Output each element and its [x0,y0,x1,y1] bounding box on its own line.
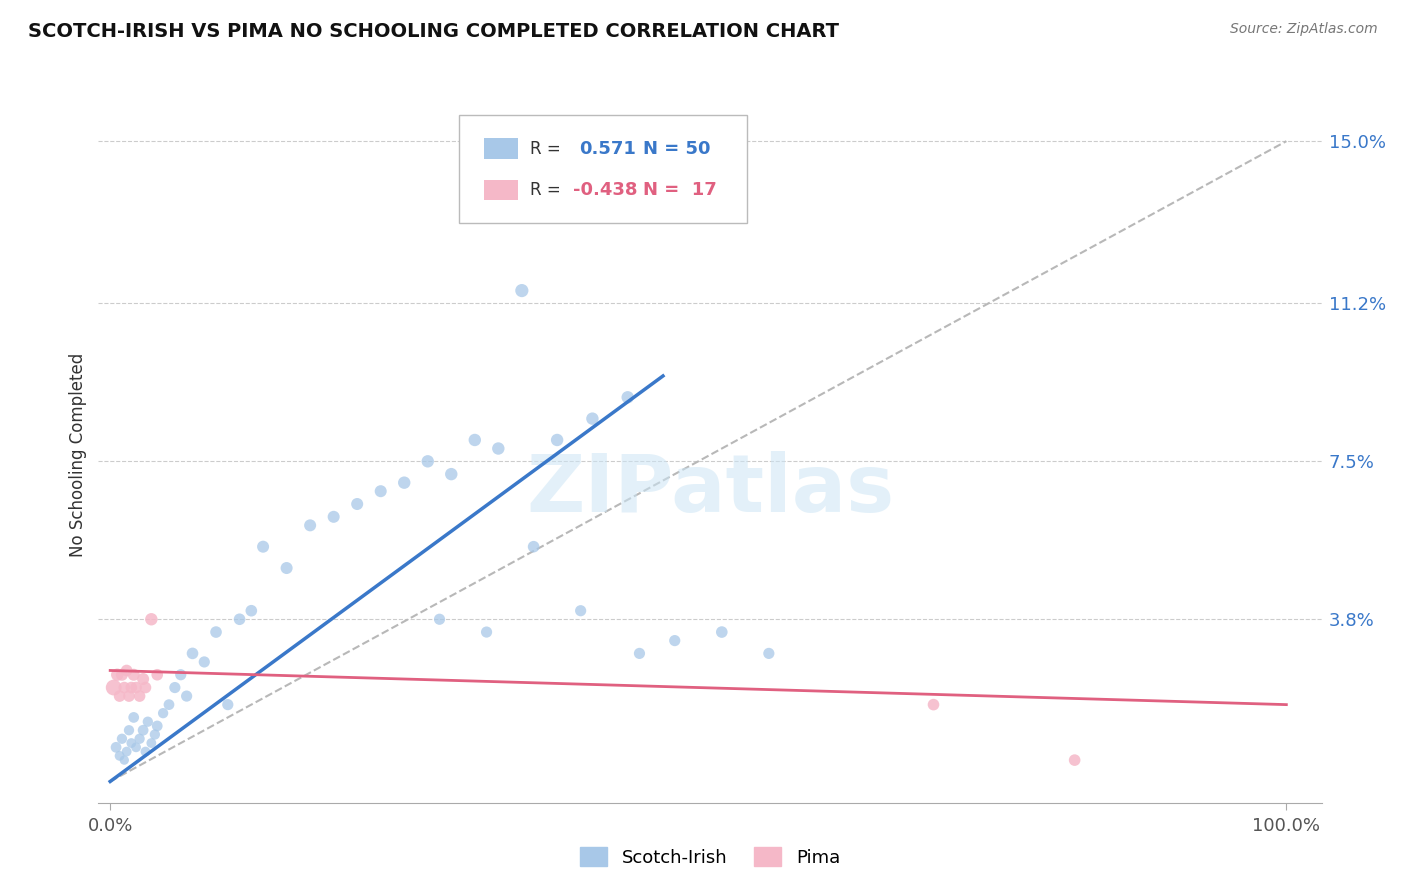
Point [486,442,509,456]
Point [581,411,603,425]
Point [108,748,131,763]
Point [181,647,204,661]
Point [120,736,142,750]
Point [115,664,138,678]
Point [322,509,344,524]
Point [146,667,169,681]
Point [217,698,239,712]
Point [392,475,416,490]
Point [152,706,174,721]
Point [664,633,686,648]
Point [1063,753,1085,767]
Point [163,681,186,695]
Point [475,625,498,640]
Point [143,727,166,741]
Text: R =: R = [530,181,567,199]
Point [228,612,250,626]
Point [922,698,945,712]
Point [710,625,733,640]
Point [193,655,215,669]
Point [157,698,180,712]
Point [122,667,145,681]
Point [118,723,141,738]
Point [546,433,568,447]
Text: N = 50: N = 50 [643,140,710,158]
Point [464,433,486,447]
Point [112,681,135,695]
Point [134,745,156,759]
Point [103,681,125,695]
Point [416,454,439,468]
Point [346,497,368,511]
Point [105,667,128,681]
Point [758,647,780,661]
Y-axis label: No Schooling Completed: No Schooling Completed [69,353,87,557]
Point [440,467,463,482]
Point [132,723,155,738]
Text: Source: ZipAtlas.com: Source: ZipAtlas.com [1230,22,1378,37]
Point [128,689,150,703]
Point [510,284,533,298]
Point [370,484,392,499]
FancyBboxPatch shape [460,115,747,223]
Point [252,540,274,554]
Point [240,604,263,618]
Point [299,518,322,533]
Point [523,540,546,554]
Point [205,625,228,640]
Point [115,745,138,759]
Text: ZIPatlas: ZIPatlas [526,450,894,529]
Point [118,689,141,703]
Text: 0.571: 0.571 [579,140,636,158]
Point [111,731,134,746]
Legend: Scotch-Irish, Pima: Scotch-Irish, Pima [572,840,848,874]
Point [569,604,592,618]
Point [125,681,148,695]
Text: -0.438: -0.438 [574,181,637,199]
Point [122,710,145,724]
Point [616,390,638,404]
Point [141,612,163,626]
Text: N =  17: N = 17 [643,181,717,199]
Text: R =: R = [530,140,567,158]
FancyBboxPatch shape [484,179,517,201]
Point [132,672,155,686]
Point [429,612,451,626]
Point [111,667,134,681]
Point [128,731,150,746]
Point [112,753,135,767]
Point [105,740,128,755]
Point [628,647,651,661]
Point [276,561,298,575]
FancyBboxPatch shape [484,138,517,159]
Point [136,714,159,729]
Point [108,689,131,703]
Text: SCOTCH-IRISH VS PIMA NO SCHOOLING COMPLETED CORRELATION CHART: SCOTCH-IRISH VS PIMA NO SCHOOLING COMPLE… [28,22,839,41]
Point [125,740,148,755]
Point [141,736,163,750]
Point [134,681,156,695]
Point [170,667,193,681]
Point [176,689,198,703]
Point [146,719,169,733]
Point [120,681,142,695]
